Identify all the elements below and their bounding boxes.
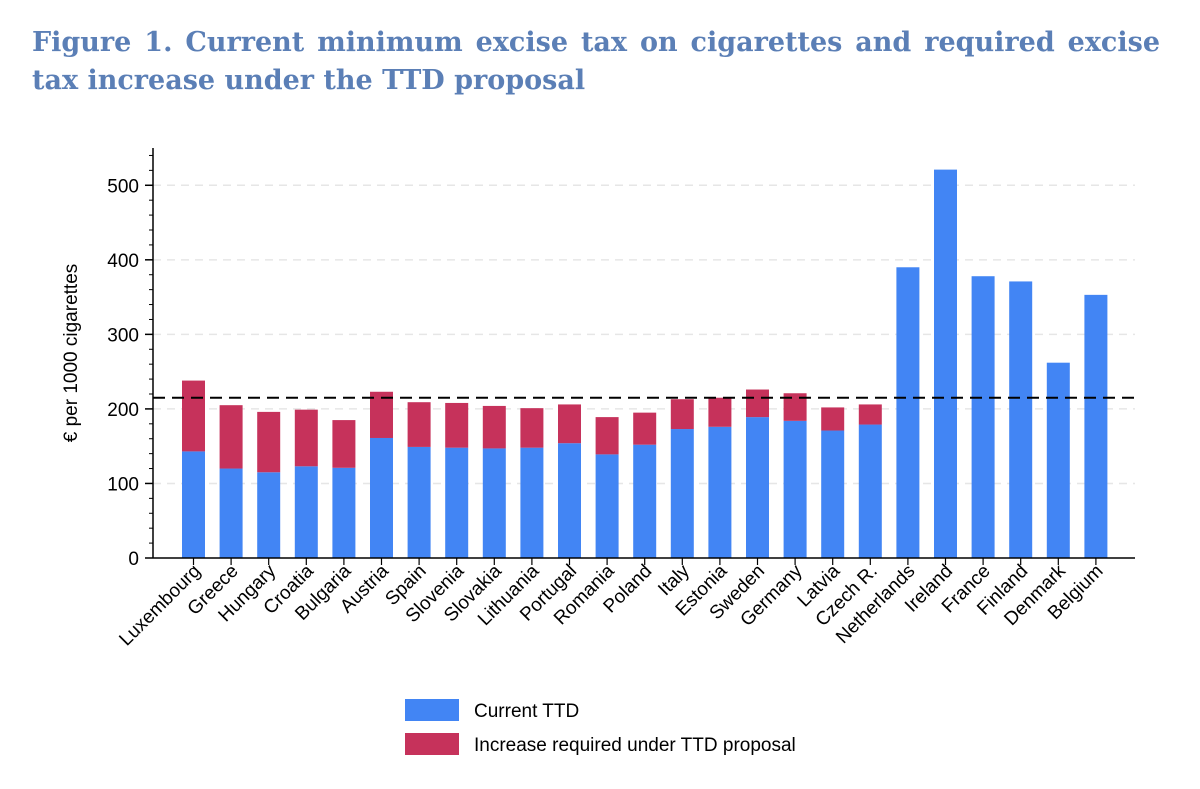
bar-current (633, 444, 657, 558)
bar-current (257, 472, 281, 558)
bar-current (482, 448, 506, 558)
legend-swatch-increase (405, 733, 459, 755)
bar-increase (332, 420, 356, 468)
bar-increase (520, 408, 544, 448)
bar-current (370, 437, 393, 558)
bar-increase (783, 393, 807, 421)
bar-current (708, 426, 732, 558)
bar-current (1084, 294, 1108, 558)
x-tick-labels: LuxembourgGreeceHungaryCroatiaBulgariaAu… (115, 560, 1107, 650)
bar-increase (670, 399, 694, 430)
bar-current (520, 447, 544, 558)
bar-increase (821, 407, 845, 431)
bar-current (445, 447, 469, 558)
bar-current (783, 420, 807, 558)
bar-current (219, 468, 243, 558)
bar-increase (370, 391, 393, 438)
y-tick-label: 0 (128, 549, 139, 570)
bar-current (407, 446, 431, 558)
legend-label-current: Current TTD (474, 701, 579, 722)
bar-increase (407, 402, 431, 447)
bar-increase (257, 411, 281, 473)
y-tick-label: 100 (107, 474, 139, 495)
legend: Current TTD Increase required under TTD … (405, 699, 796, 756)
bar-current (1009, 281, 1033, 558)
bar-current (971, 276, 995, 558)
bar-current (332, 467, 356, 558)
bar-increase (746, 389, 769, 418)
bar-increase (708, 397, 732, 427)
bar-increase (558, 404, 581, 444)
bar-current (595, 454, 619, 558)
bar-current (558, 443, 581, 558)
bar-increase (182, 380, 205, 452)
y-tick-labels: 0 100 200 300 400 500 (107, 176, 139, 570)
bar-increase (482, 405, 506, 449)
bar-current (934, 169, 957, 559)
bar-increase (445, 402, 469, 448)
bar-increase (595, 417, 619, 455)
y-axis-label: € per 1000 cigarettes (61, 264, 82, 443)
bar-current (858, 424, 882, 558)
bar-current (821, 430, 845, 558)
legend-label-increase: Increase required under TTD proposal (474, 735, 796, 756)
figure-title: Figure 1. Current minimum excise tax on … (32, 27, 1160, 96)
bar-increase (294, 409, 318, 467)
bar-current (182, 451, 205, 558)
bar-current (1046, 362, 1070, 558)
bars (182, 169, 1108, 559)
legend-swatch-current (405, 699, 459, 721)
bar-increase (219, 405, 243, 469)
y-tick-label: 200 (107, 400, 139, 421)
bar-increase (633, 412, 657, 445)
y-tick-label: 500 (107, 176, 139, 197)
bar-current (746, 417, 769, 558)
bar-current (896, 267, 920, 558)
y-tick-label: 400 (107, 251, 139, 272)
axes (145, 148, 1135, 565)
bar-current (294, 466, 318, 558)
y-tick-label: 300 (107, 325, 139, 346)
bar-current (670, 429, 694, 558)
bar-increase (858, 404, 882, 425)
